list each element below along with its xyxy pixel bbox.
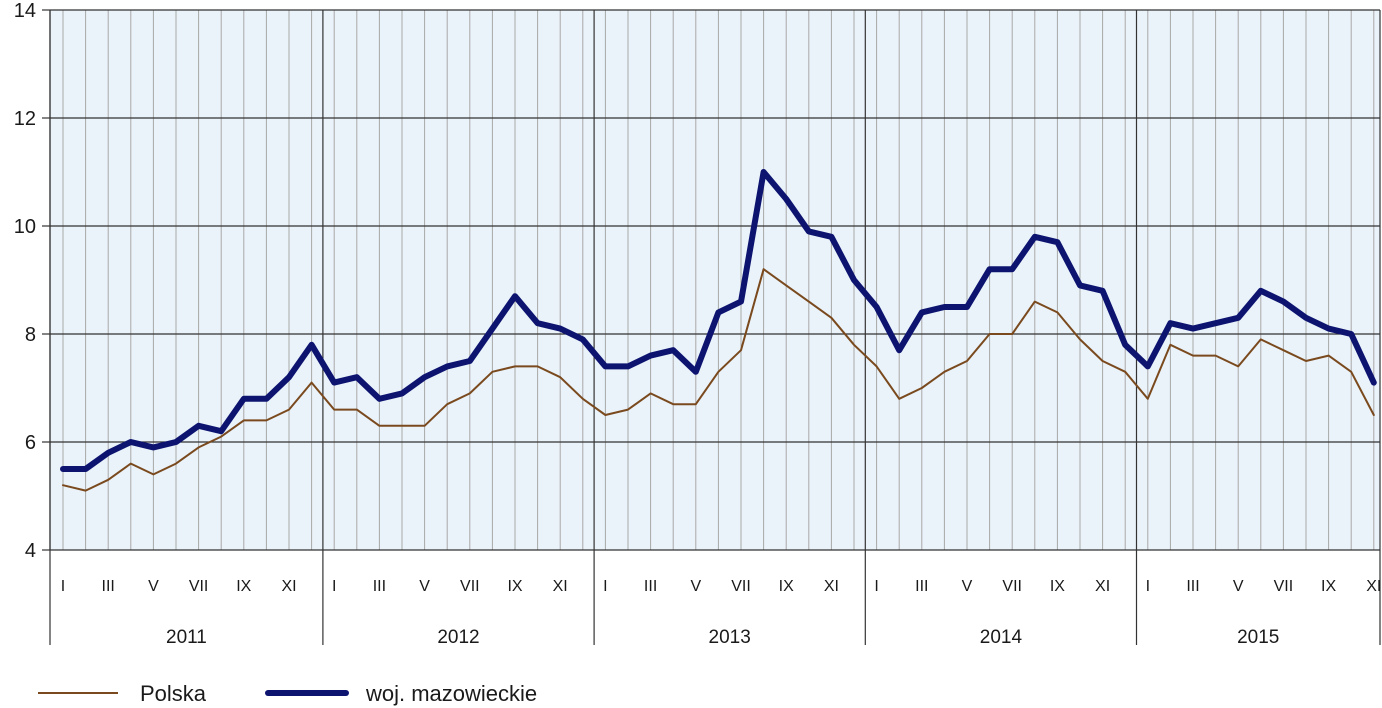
month-tick-label: IX	[779, 578, 794, 595]
series-layer	[60, 169, 1377, 492]
month-tick-label: I	[874, 578, 878, 595]
month-tick-label: III	[373, 578, 386, 595]
y-tick-label: 10	[14, 216, 36, 238]
month-tick-label: IX	[1321, 578, 1336, 595]
legend: Polska woj. mazowieckie	[38, 681, 537, 706]
month-tick-label: V	[419, 578, 430, 595]
month-tick-label: XI	[553, 578, 568, 595]
month-tick-label: XI	[1095, 578, 1110, 595]
month-tick-label: III	[644, 578, 657, 595]
y-tick-label: 4	[25, 540, 36, 562]
month-tick-label: IX	[1050, 578, 1065, 595]
plot-background	[50, 10, 1380, 550]
year-label: 2014	[980, 627, 1023, 648]
month-tick-label: I	[61, 578, 65, 595]
y-tick-label: 8	[25, 324, 36, 346]
month-tick-label: V	[148, 578, 159, 595]
month-tick-label: III	[102, 578, 115, 595]
month-tick-label: IX	[236, 578, 251, 595]
month-tick-label: III	[1186, 578, 1199, 595]
legend-label-polska: Polska	[140, 681, 207, 706]
month-tick-label: VII	[189, 578, 209, 595]
series-line-mazowieckie	[60, 169, 1377, 472]
month-tick-label: I	[603, 578, 607, 595]
month-tick-label: VII	[1274, 578, 1294, 595]
month-tick-label: V	[962, 578, 973, 595]
month-tick-label: XI	[1366, 578, 1381, 595]
series-line-polska	[62, 268, 1375, 492]
grid	[49, 9, 1381, 645]
month-tick-label: IX	[507, 578, 522, 595]
month-tick-label: XI	[824, 578, 839, 595]
month-tick-label: VII	[460, 578, 480, 595]
month-tick-label: VII	[1002, 578, 1022, 595]
month-tick-label: I	[1146, 578, 1150, 595]
month-tick-label: V	[1233, 578, 1244, 595]
month-tick-label: I	[332, 578, 336, 595]
month-tick-label: VII	[731, 578, 751, 595]
y-tick-label: 14	[14, 0, 36, 22]
y-tick-label: 12	[14, 108, 36, 130]
year-label: 2011	[166, 627, 207, 648]
month-tick-label: XI	[281, 578, 296, 595]
year-label: 2013	[709, 627, 751, 648]
legend-label-mazowieckie: woj. mazowieckie	[365, 681, 537, 706]
year-label: 2015	[1237, 627, 1279, 648]
year-label: 2012	[437, 627, 479, 648]
month-tick-label: III	[915, 578, 928, 595]
month-tick-label: V	[690, 578, 701, 595]
y-axis: 4 6 8 10 12 14	[14, 0, 51, 562]
y-tick-label: 6	[25, 432, 36, 454]
